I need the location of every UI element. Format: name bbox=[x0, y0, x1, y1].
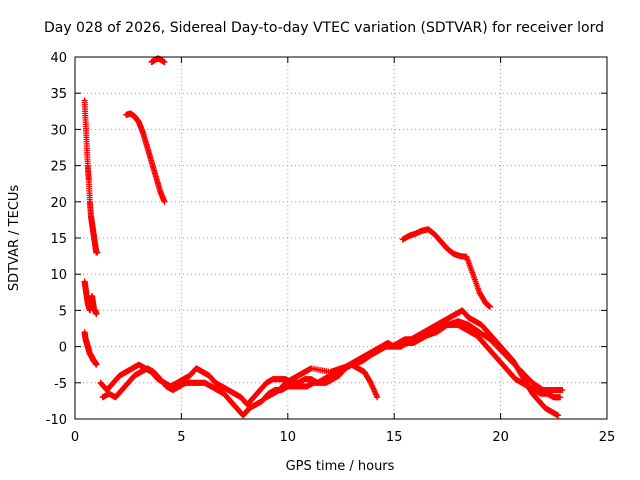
data-point-arc-32 bbox=[161, 198, 168, 205]
y-tick-label: 15 bbox=[50, 232, 67, 247]
x-tick-label: 20 bbox=[492, 430, 509, 445]
y-tick-label: 0 bbox=[59, 341, 67, 356]
data-points bbox=[81, 55, 566, 419]
y-tick-label: 35 bbox=[50, 87, 67, 102]
x-tick-label: 5 bbox=[177, 430, 185, 445]
y-axis-ticks: -10 -5 0 5 10 15 20 25 30 35 40 bbox=[46, 51, 607, 428]
data-point-arc-early-high bbox=[94, 249, 101, 256]
grid-lines bbox=[75, 57, 607, 419]
data-point-arc-early-mid bbox=[93, 311, 100, 318]
data-point-arc-early-low bbox=[93, 361, 100, 368]
x-tick-label: 15 bbox=[386, 430, 403, 445]
x-tick-label: 25 bbox=[599, 430, 616, 445]
data-point-band-a bbox=[557, 394, 564, 401]
y-tick-label: 25 bbox=[50, 160, 67, 175]
x-axis-label: GPS time / hours bbox=[286, 459, 395, 474]
y-tick-label: 30 bbox=[50, 123, 67, 138]
x-tick-label: 10 bbox=[280, 430, 297, 445]
y-tick-label: -10 bbox=[46, 413, 67, 428]
y-axis-label: SDTVAR / TECUs bbox=[7, 185, 22, 292]
y-tick-label: 10 bbox=[50, 268, 67, 283]
y-tick-label: -5 bbox=[54, 377, 67, 392]
chart-title: Day 028 of 2026, Sidereal Day-to-day VTE… bbox=[44, 20, 604, 36]
x-tick-label: 0 bbox=[71, 430, 79, 445]
data-point-arc-evening-high bbox=[486, 303, 493, 310]
y-tick-label: 40 bbox=[50, 51, 67, 66]
data-point-arc-40 bbox=[161, 59, 168, 66]
y-tick-label: 20 bbox=[50, 196, 67, 211]
y-tick-label: 5 bbox=[59, 304, 67, 319]
